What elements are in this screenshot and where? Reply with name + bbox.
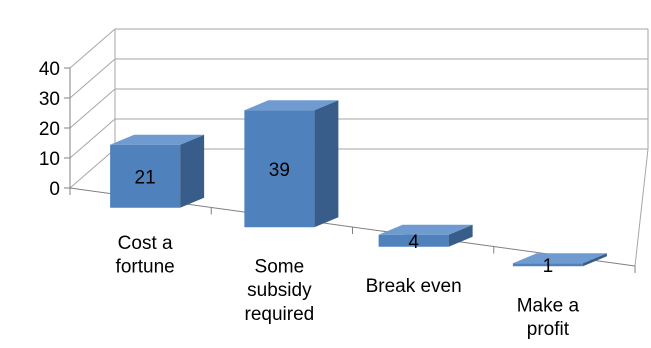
data-label: 4	[408, 232, 419, 253]
bar-side	[180, 134, 205, 208]
gridline-side	[69, 118, 116, 159]
y-tick-label: 0	[49, 179, 60, 200]
bar-front	[110, 144, 181, 208]
bar-0	[110, 134, 205, 208]
data-label: 21	[135, 167, 156, 188]
x-category-label: Some subsidy required	[245, 256, 315, 325]
x-category-label-line: fortune	[116, 257, 175, 278]
x-category-label-line: Some	[255, 256, 305, 277]
x-category-label: Make a profit	[517, 295, 580, 340]
bar-side	[448, 224, 473, 247]
gridline-side	[69, 88, 116, 129]
bar-top	[378, 224, 473, 235]
bar-front	[244, 110, 315, 228]
bars	[110, 100, 607, 267]
gridline-side	[69, 58, 116, 99]
data-label: 1	[543, 256, 554, 277]
gridline-side	[69, 28, 116, 69]
x-category-label-line: Make a	[517, 295, 580, 316]
x-category-label-line: Break even	[366, 276, 462, 297]
bar-top	[110, 134, 205, 145]
x-category-label: Cost a fortune	[116, 233, 175, 278]
y-tick-label: 40	[39, 59, 60, 80]
bar-front	[512, 263, 583, 267]
y-tick-label: 20	[39, 119, 60, 140]
gridline-side	[69, 148, 116, 189]
bar-side	[582, 253, 607, 267]
labels: 0 10 20 30 40 21 Cost a fortune 39 Some subsidy req…	[39, 59, 580, 340]
bar-1	[244, 100, 339, 228]
bar-top	[244, 100, 339, 111]
y-tick-label: 30	[39, 89, 60, 110]
gridlines	[69, 28, 649, 267]
y-tick-label: 10	[39, 149, 60, 170]
bar-side	[314, 100, 339, 228]
x-category-label-line: subsidy	[247, 280, 312, 301]
x-category-label-line: required	[245, 304, 315, 325]
bar-3	[512, 253, 607, 267]
x-category-label-line: Cost a	[118, 233, 173, 254]
x-category-label-line: profit	[527, 319, 570, 340]
floor-right-edge	[634, 148, 649, 267]
bar-front	[378, 234, 449, 247]
bar-top	[512, 253, 607, 264]
x-category-label: Break even	[366, 276, 462, 297]
bar-2	[378, 224, 473, 247]
data-label: 39	[269, 160, 290, 181]
